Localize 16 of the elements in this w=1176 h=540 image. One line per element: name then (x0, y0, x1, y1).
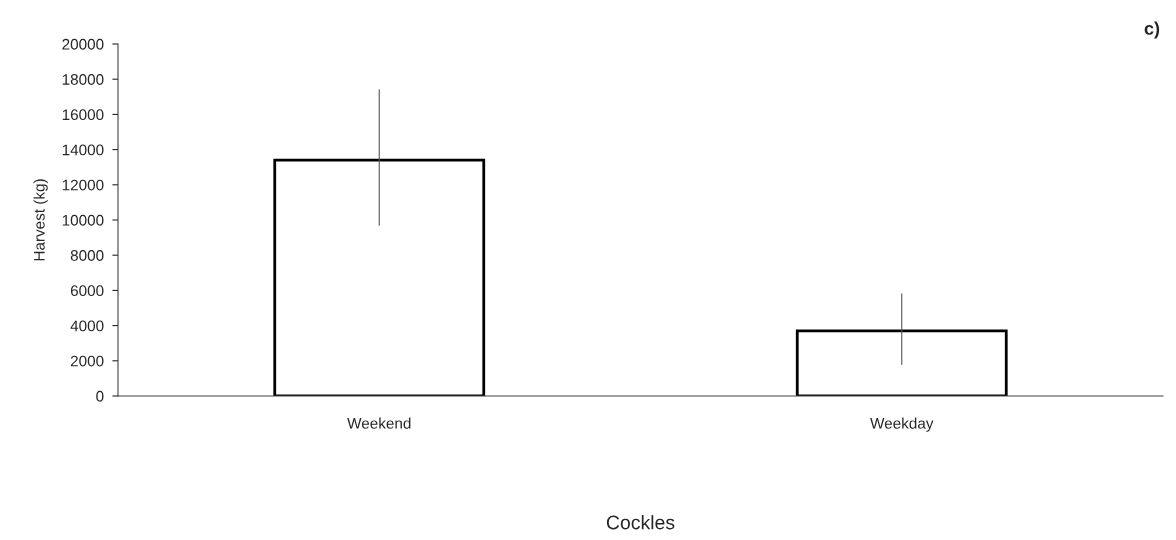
y-tick-label: 14000 (62, 144, 104, 156)
y-tick-label: 0 (96, 390, 104, 402)
x-axis-title: Cockles (606, 515, 675, 530)
y-tick-label: 6000 (70, 285, 104, 297)
y-tick-label: 12000 (62, 179, 104, 191)
y-axis-title: Harvest (kg) (33, 179, 48, 261)
x-tick-label: Weekday (870, 417, 934, 432)
x-tick-label: Weekend (347, 417, 411, 429)
y-tick-label: 20000 (62, 38, 104, 50)
y-tick-label: 16000 (62, 109, 104, 121)
y-tick-label: 2000 (70, 355, 104, 367)
y-tick-label: 18000 (62, 74, 104, 85)
y-tick-label: 8000 (70, 250, 104, 261)
y-tick-label: 4000 (70, 320, 104, 332)
y-tick-label: 10000 (62, 214, 104, 226)
chart-title: c) (1144, 21, 1160, 39)
